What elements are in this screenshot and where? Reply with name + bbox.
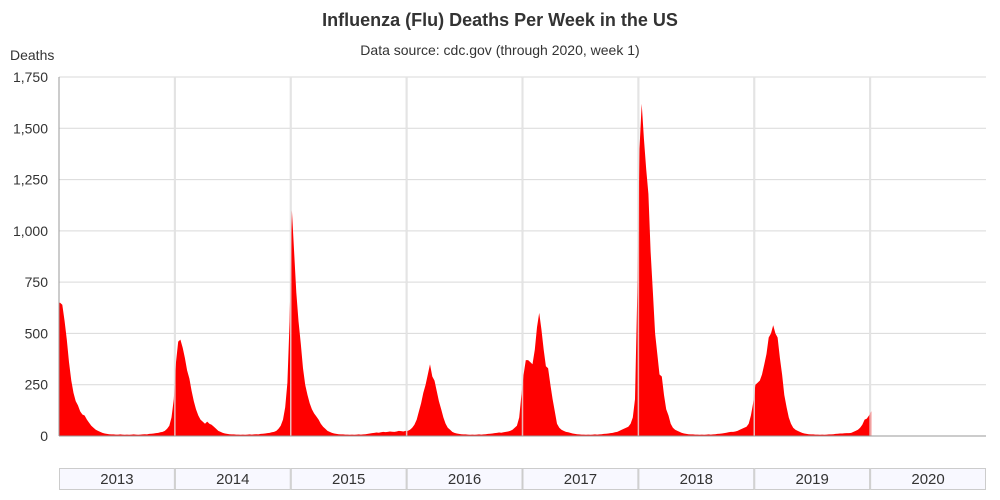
year-category-box [290,468,407,490]
y-tick-label: 1,000 [13,223,48,239]
deaths-area-series [59,103,872,436]
x-tick-label: 2014 [216,471,249,488]
year-category-box [406,468,523,490]
y-tick-label: 1,500 [13,120,48,136]
x-tick-label: 2013 [100,471,133,488]
year-category-box [754,468,871,490]
chart-title: Influenza (Flu) Deaths Per Week in the U… [322,10,678,30]
y-tick-label: 1,750 [13,69,48,85]
year-category-box [522,468,639,490]
year-category-box [174,468,291,490]
y-tick-label: 750 [25,274,49,290]
year-category-box [59,468,175,490]
y-tick-label: 250 [25,377,49,393]
y-tick-label: 1,250 [13,172,48,188]
x-tick-label: 2020 [911,471,944,488]
y-axis-label: Deaths [10,47,55,63]
x-tick-label: 2019 [796,471,829,488]
x-tick-label: 2017 [564,471,597,488]
year-category-box [638,468,755,490]
y-tick-label: 0 [40,428,48,444]
x-tick-label: 2016 [448,471,481,488]
x-tick-label: 2018 [680,471,713,488]
y-tick-label: 500 [25,325,49,341]
year-category-box [870,468,986,490]
chart-subtitle: Data source: cdc.gov (through 2020, week… [360,42,640,58]
x-tick-label: 2015 [332,471,365,488]
